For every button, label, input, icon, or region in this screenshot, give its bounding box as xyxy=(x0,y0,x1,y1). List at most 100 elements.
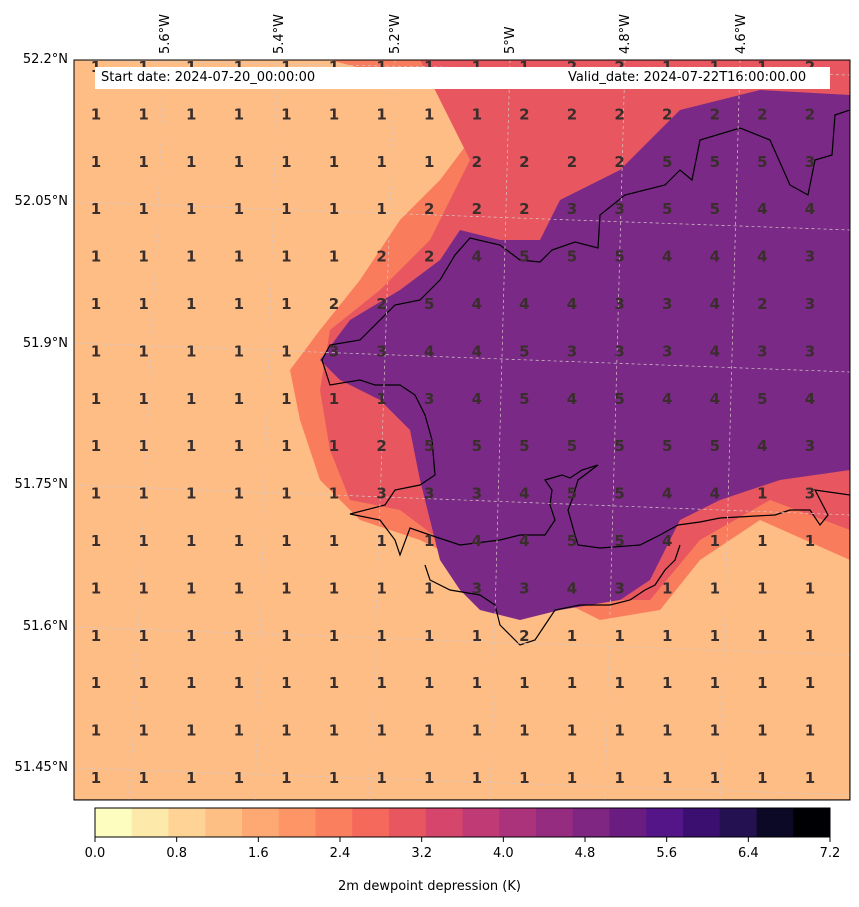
grid-value: 1 xyxy=(234,295,244,313)
grid-value: 3 xyxy=(614,342,624,360)
grid-value: 1 xyxy=(234,200,244,218)
grid-value: 1 xyxy=(281,105,291,123)
grid-value: 1 xyxy=(91,485,101,503)
grid-value: 1 xyxy=(281,674,291,692)
grid-value: 4 xyxy=(805,390,815,408)
colorbar-segment xyxy=(719,808,757,837)
grid-value: 1 xyxy=(472,769,482,787)
grid-value: 4 xyxy=(567,390,577,408)
grid-value: 1 xyxy=(710,579,720,597)
grid-value: 3 xyxy=(519,579,529,597)
grid-value: 1 xyxy=(281,722,291,740)
grid-value: 5 xyxy=(567,437,577,455)
grid-value: 1 xyxy=(281,200,291,218)
grid-value: 1 xyxy=(281,248,291,266)
grid-value: 5 xyxy=(662,153,672,171)
grid-value: 1 xyxy=(91,674,101,692)
grid-value: 2 xyxy=(424,248,434,266)
longitude-label: 5.4°W xyxy=(272,13,287,54)
grid-value: 1 xyxy=(567,769,577,787)
grid-value: 3 xyxy=(472,579,482,597)
grid-value: 1 xyxy=(472,105,482,123)
grid-value: 1 xyxy=(138,342,148,360)
grid-value: 1 xyxy=(186,722,196,740)
grid-value: 1 xyxy=(186,105,196,123)
grid-value: 1 xyxy=(281,342,291,360)
grid-value: 4 xyxy=(424,342,434,360)
grid-value: 2 xyxy=(757,105,767,123)
grid-value: 5 xyxy=(614,248,624,266)
grid-value: 1 xyxy=(805,532,815,550)
grid-value: 1 xyxy=(757,627,767,645)
grid-value: 1 xyxy=(805,769,815,787)
colorbar-segment xyxy=(352,808,390,837)
grid-value: 1 xyxy=(329,437,339,455)
grid-value: 1 xyxy=(186,532,196,550)
grid-value: 1 xyxy=(662,579,672,597)
grid-value: 1 xyxy=(424,627,434,645)
grid-value: 1 xyxy=(91,200,101,218)
colorbar-segment xyxy=(646,808,684,837)
map-frame xyxy=(73,59,851,801)
grid-value: 1 xyxy=(138,674,148,692)
grid-value: 4 xyxy=(567,295,577,313)
grid-value: 1 xyxy=(424,579,434,597)
colorbar-segment xyxy=(205,808,243,837)
grid-value: 1 xyxy=(662,674,672,692)
grid-value: 4 xyxy=(662,485,672,503)
grid-value: 1 xyxy=(186,674,196,692)
grid-value: 4 xyxy=(662,390,672,408)
grid-value: 5 xyxy=(757,390,767,408)
grid-value: 1 xyxy=(138,485,148,503)
grid-value: 1 xyxy=(710,769,720,787)
grid-value: 1 xyxy=(91,390,101,408)
grid-value: 3 xyxy=(805,485,815,503)
longitude-label: 4.6°W xyxy=(734,13,749,54)
grid-value: 1 xyxy=(234,248,244,266)
grid-value: 3 xyxy=(567,200,577,218)
grid-value: 5 xyxy=(614,485,624,503)
grid-value: 2 xyxy=(567,105,577,123)
grid-value: 1 xyxy=(614,674,624,692)
grid-value: 5 xyxy=(757,153,767,171)
grid-value: 1 xyxy=(186,153,196,171)
grid-value: 1 xyxy=(186,295,196,313)
grid-value: 2 xyxy=(614,153,624,171)
grid-value: 4 xyxy=(710,295,720,313)
colorbar-segment xyxy=(536,808,574,837)
grid-value: 1 xyxy=(138,627,148,645)
grid-value: 1 xyxy=(376,153,386,171)
grid-value: 1 xyxy=(186,342,196,360)
grid-value: 3 xyxy=(424,485,434,503)
grid-value: 1 xyxy=(424,674,434,692)
grid-value: 1 xyxy=(710,722,720,740)
colorbar-title: 2m dewpoint depression (K) xyxy=(338,879,521,894)
grid-value: 3 xyxy=(805,342,815,360)
grid-value: 1 xyxy=(186,627,196,645)
grid-value: 1 xyxy=(757,674,767,692)
grid-value: 2 xyxy=(424,200,434,218)
grid-value: 1 xyxy=(662,769,672,787)
grid-value: 1 xyxy=(805,627,815,645)
grid-value: 1 xyxy=(710,532,720,550)
grid-value: 1 xyxy=(805,674,815,692)
colorbar-segment xyxy=(95,808,133,837)
grid-value: 3 xyxy=(376,342,386,360)
grid-value: 1 xyxy=(281,769,291,787)
grid-value: 4 xyxy=(757,248,767,266)
latitude-label: 52.05°N xyxy=(14,194,68,209)
grid-value: 4 xyxy=(472,532,482,550)
colorbar-segment xyxy=(242,808,280,837)
latitude-label: 52.2°N xyxy=(22,52,68,67)
latitude-label: 51.9°N xyxy=(22,336,68,351)
grid-value: 5 xyxy=(472,437,482,455)
grid-value: 1 xyxy=(91,437,101,455)
grid-value: 1 xyxy=(186,769,196,787)
grid-value: 3 xyxy=(424,390,434,408)
grid-value: 2 xyxy=(472,153,482,171)
grid-value: 3 xyxy=(662,295,672,313)
grid-value: 1 xyxy=(138,579,148,597)
colorbar-segment xyxy=(131,808,169,837)
colorbar-segment xyxy=(278,808,316,837)
grid-value: 1 xyxy=(329,627,339,645)
